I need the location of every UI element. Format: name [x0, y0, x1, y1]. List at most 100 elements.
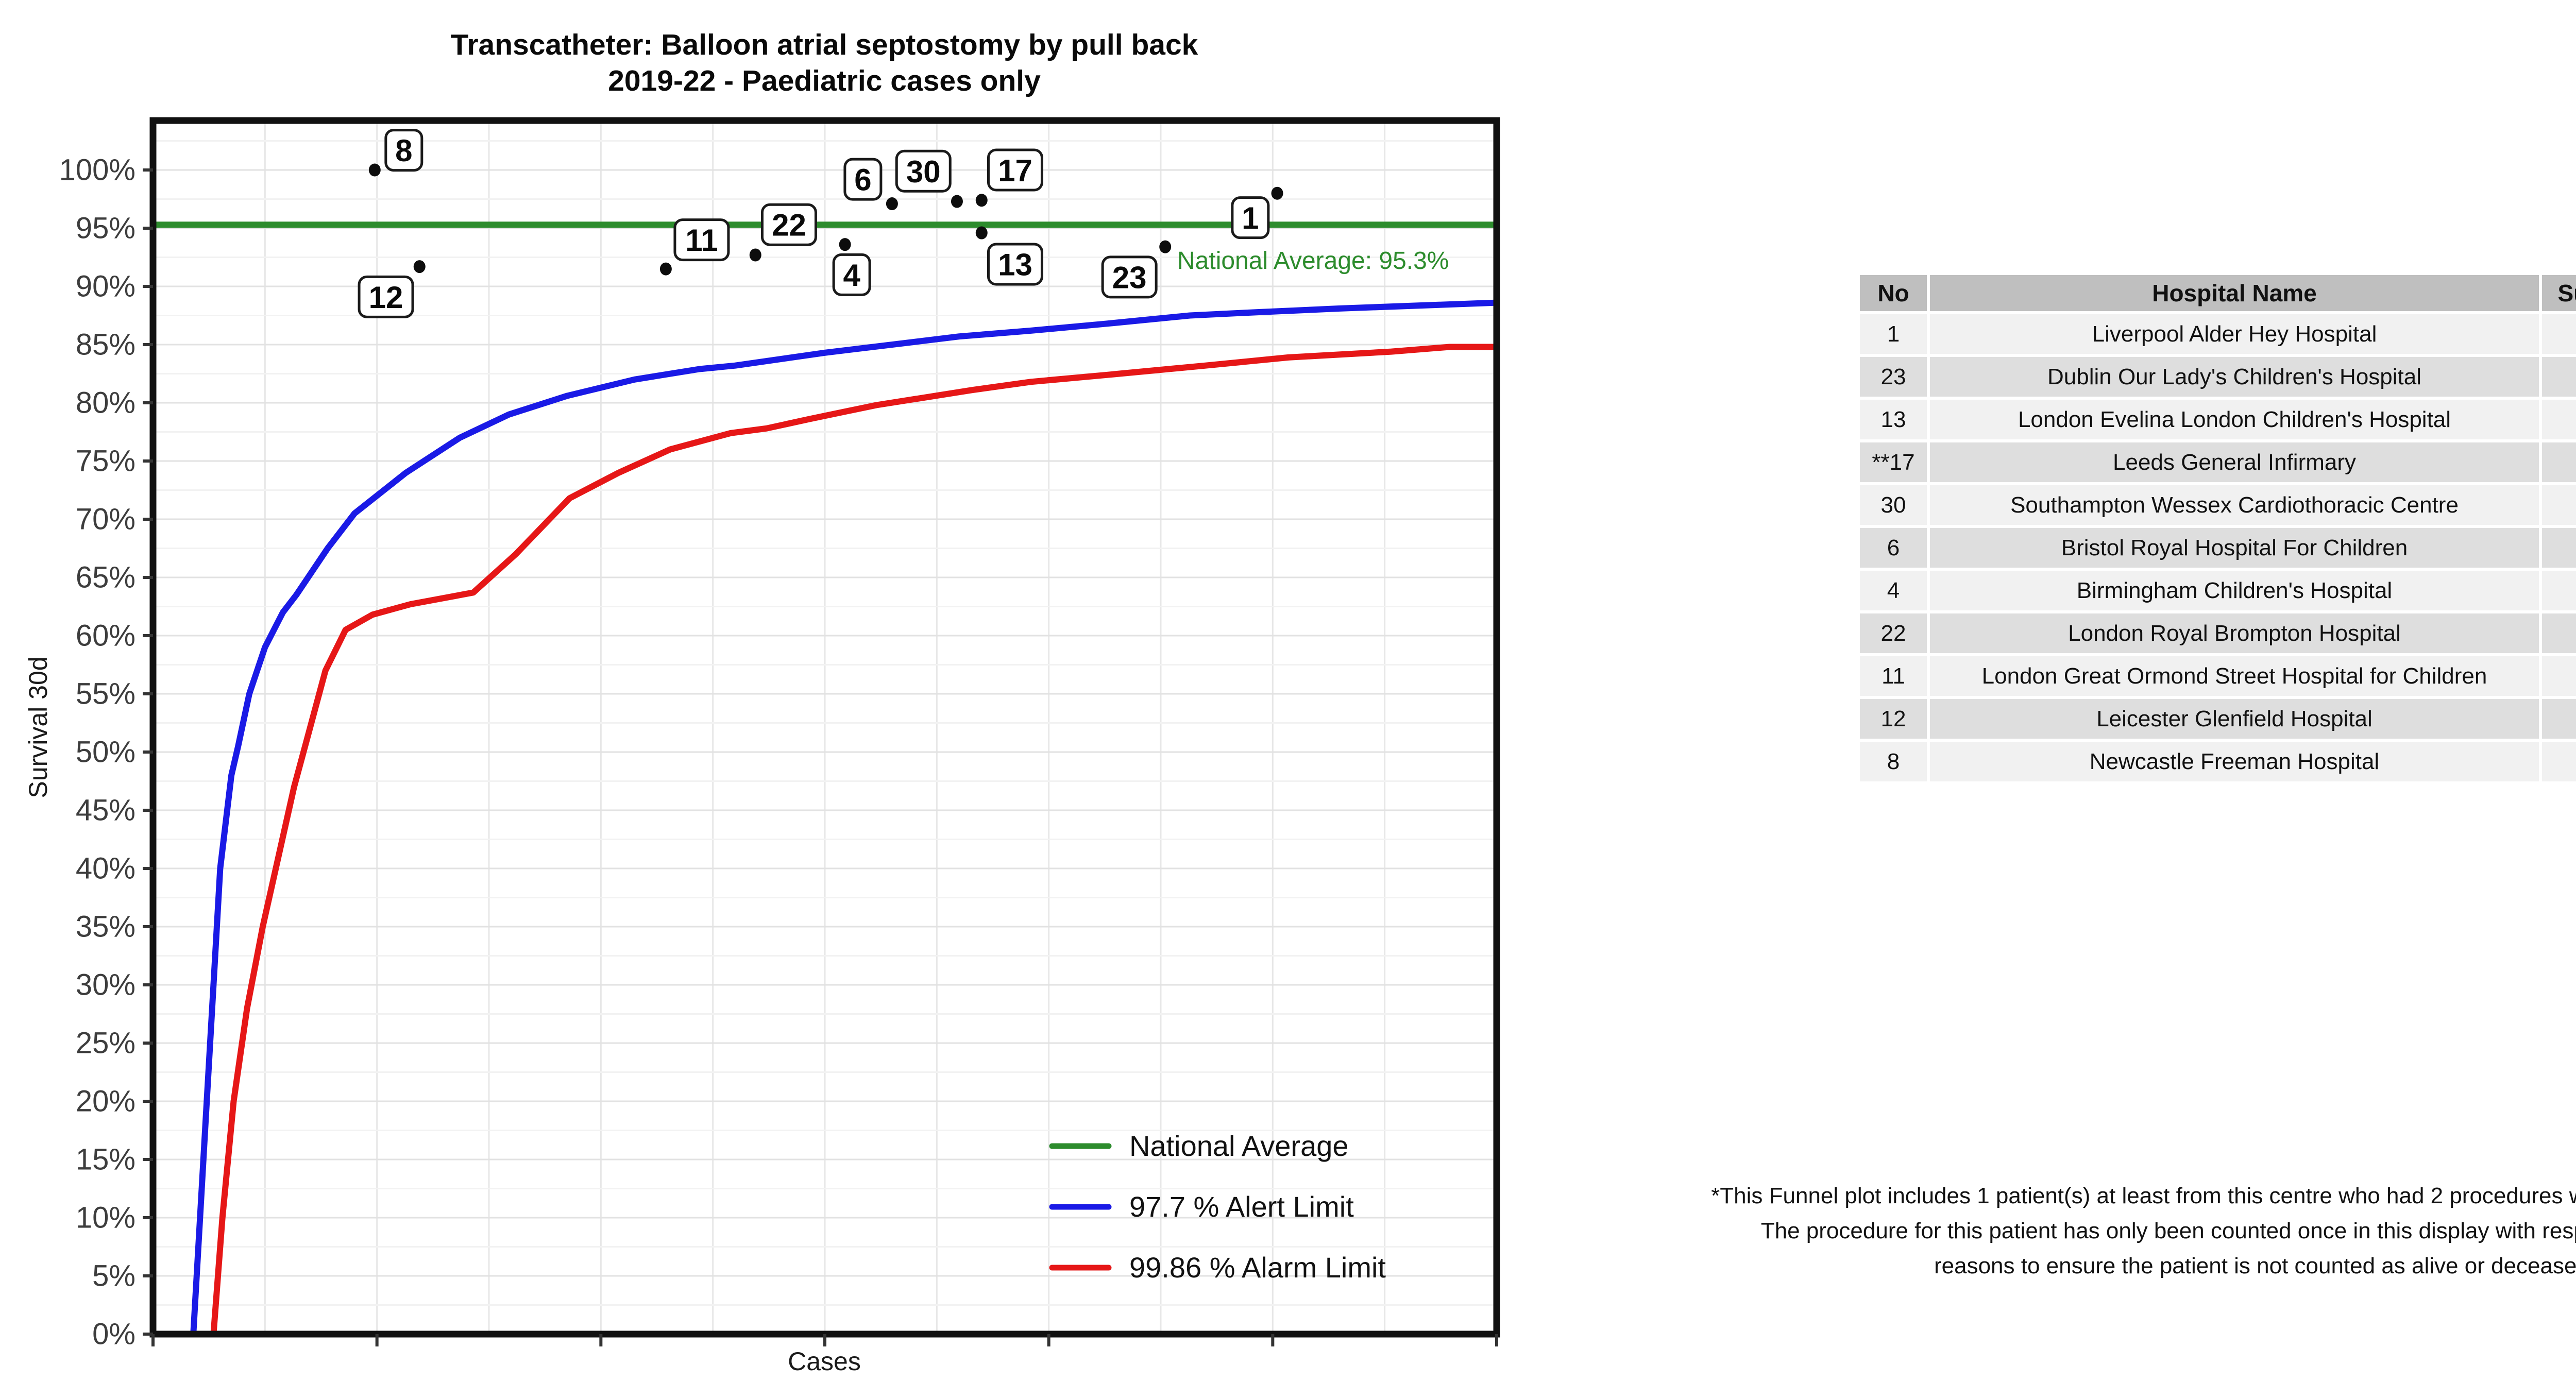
cell-no: **17: [1860, 442, 1927, 482]
cell-no: 11: [1860, 656, 1927, 696]
data-point-label-box: [1101, 255, 1158, 299]
data-point-dot: [368, 163, 381, 177]
data-point-dot: [659, 262, 672, 276]
data-point-label-box: [832, 253, 871, 296]
data-point-dot: [1271, 186, 1283, 200]
cell-no: 13: [1860, 400, 1927, 439]
cell-survival: 97%: [2542, 528, 2576, 568]
y-tick-label: 80%: [76, 386, 135, 420]
data-point-label: 13: [998, 248, 1032, 282]
alarm-limit-curve: [210, 344, 1500, 1337]
cell-name: London Evelina London Children's Hospita…: [1930, 400, 2539, 439]
data-point-label: 4: [843, 258, 860, 293]
data-point-label: 22: [772, 208, 806, 243]
data-point-label: 17: [998, 153, 1032, 188]
cell-survival: 95%: [2542, 400, 2576, 439]
y-tick-label: 45%: [76, 794, 135, 827]
table-header-name: Hospital Name: [1930, 275, 2539, 311]
y-tick-label: 15%: [76, 1143, 135, 1176]
cell-name: London Royal Brompton Hospital: [1930, 613, 2539, 653]
data-point-label-box: [895, 149, 952, 193]
data-point-label-box: [987, 243, 1043, 286]
y-tick-label: 65%: [76, 561, 135, 594]
table-row: 11 London Great Ormond Street Hospital fo…: [1860, 656, 2576, 696]
y-tick-label: 0%: [92, 1318, 135, 1351]
cell-no: 1: [1860, 314, 1927, 354]
data-point-dot: [975, 226, 988, 240]
cell-name: Leeds General Infirmary: [1930, 442, 2539, 482]
y-tick-label: 75%: [76, 445, 135, 478]
table-row: 13 London Evelina London Children's Hospi…: [1860, 400, 2576, 439]
cell-survival: 94%: [2542, 571, 2576, 610]
cell-name: Bristol Royal Hospital For Children: [1930, 528, 2539, 568]
alert-limit-curve: [190, 299, 1500, 1337]
data-point-label: 6: [854, 163, 871, 197]
footnote-line1: *This Funnel plot includes 1 patient(s) …: [1711, 1183, 2576, 1208]
data-point-dot: [413, 260, 426, 274]
y-tick-label: 95%: [76, 212, 135, 245]
y-tick-label: 30%: [76, 968, 135, 1002]
data-point-dot: [975, 194, 988, 207]
cell-name: Liverpool Alder Hey Hospital: [1930, 314, 2539, 354]
data-point-label-box: [358, 275, 414, 318]
data-point-dot: [839, 238, 851, 251]
legend-label: National Average: [1129, 1130, 1349, 1162]
data-point-label: 30: [906, 155, 941, 189]
y-tick-label: 20%: [76, 1085, 135, 1118]
footnote-line3: reasons to ensure the patient is not cou…: [1934, 1253, 2576, 1278]
cell-no: 30: [1860, 485, 1927, 525]
chart-title-line2: 2019-22 - Paediatric cases only: [608, 64, 1041, 97]
cell-name: Southampton Wessex Cardiothoracic Centre: [1930, 485, 2539, 525]
data-point-label: 12: [369, 280, 403, 315]
x-axis-title: Cases: [788, 1347, 861, 1376]
cell-no: 8: [1860, 742, 1927, 781]
y-tick-label: 25%: [76, 1027, 135, 1060]
cell-no: 22: [1860, 613, 1927, 653]
y-tick-label: 10%: [76, 1201, 135, 1235]
table-header-survival: Survival 30d: [2542, 275, 2576, 311]
cell-no: 23: [1860, 357, 1927, 397]
y-tick-label: 5%: [92, 1259, 135, 1293]
cell-survival: 97%: [2542, 485, 2576, 525]
data-point-label-box: [987, 148, 1043, 192]
cell-survival: 97%: [2542, 442, 2576, 482]
data-point-label: 11: [685, 223, 718, 258]
y-tick-label: 55%: [76, 677, 135, 711]
cell-survival: 98%: [2542, 314, 2576, 354]
footnote: *This Funnel plot includes 1 patient(s) …: [1597, 1179, 2576, 1284]
cell-survival: 100%: [2542, 742, 2576, 781]
cell-no: 6: [1860, 528, 1927, 568]
cell-name: Birmingham Children's Hospital: [1930, 571, 2539, 610]
data-point-label: 23: [1112, 260, 1147, 295]
chart-title: Transcatheter: Balloon atrial septostomy…: [155, 27, 1494, 99]
cell-survival: 92%: [2542, 699, 2576, 739]
data-point-dot: [951, 195, 963, 208]
data-point-label: 1: [1242, 201, 1259, 235]
cell-no: 4: [1860, 571, 1927, 610]
y-tick-label: 90%: [76, 270, 135, 303]
y-tick-label: 85%: [76, 328, 135, 362]
data-point-label-box: [760, 203, 817, 246]
table-row: 30 Southampton Wessex Cardiothoracic Cent…: [1860, 485, 2576, 525]
legend-label: 99.86 % Alarm Limit: [1129, 1251, 1386, 1284]
y-tick-label: 40%: [76, 852, 135, 885]
y-tick-label: 100%: [59, 153, 135, 187]
y-tick-label: 70%: [76, 503, 135, 536]
table-header-no: No: [1860, 275, 1927, 311]
cell-no: 12: [1860, 699, 1927, 739]
cell-name: London Great Ormond Street Hospital for …: [1930, 656, 2539, 696]
y-tick-label: 50%: [76, 736, 135, 769]
data-point-dot: [886, 197, 898, 211]
cell-survival: 93%: [2542, 613, 2576, 653]
cell-survival: 93%: [2542, 357, 2576, 397]
data-point-label-box: [843, 158, 883, 201]
